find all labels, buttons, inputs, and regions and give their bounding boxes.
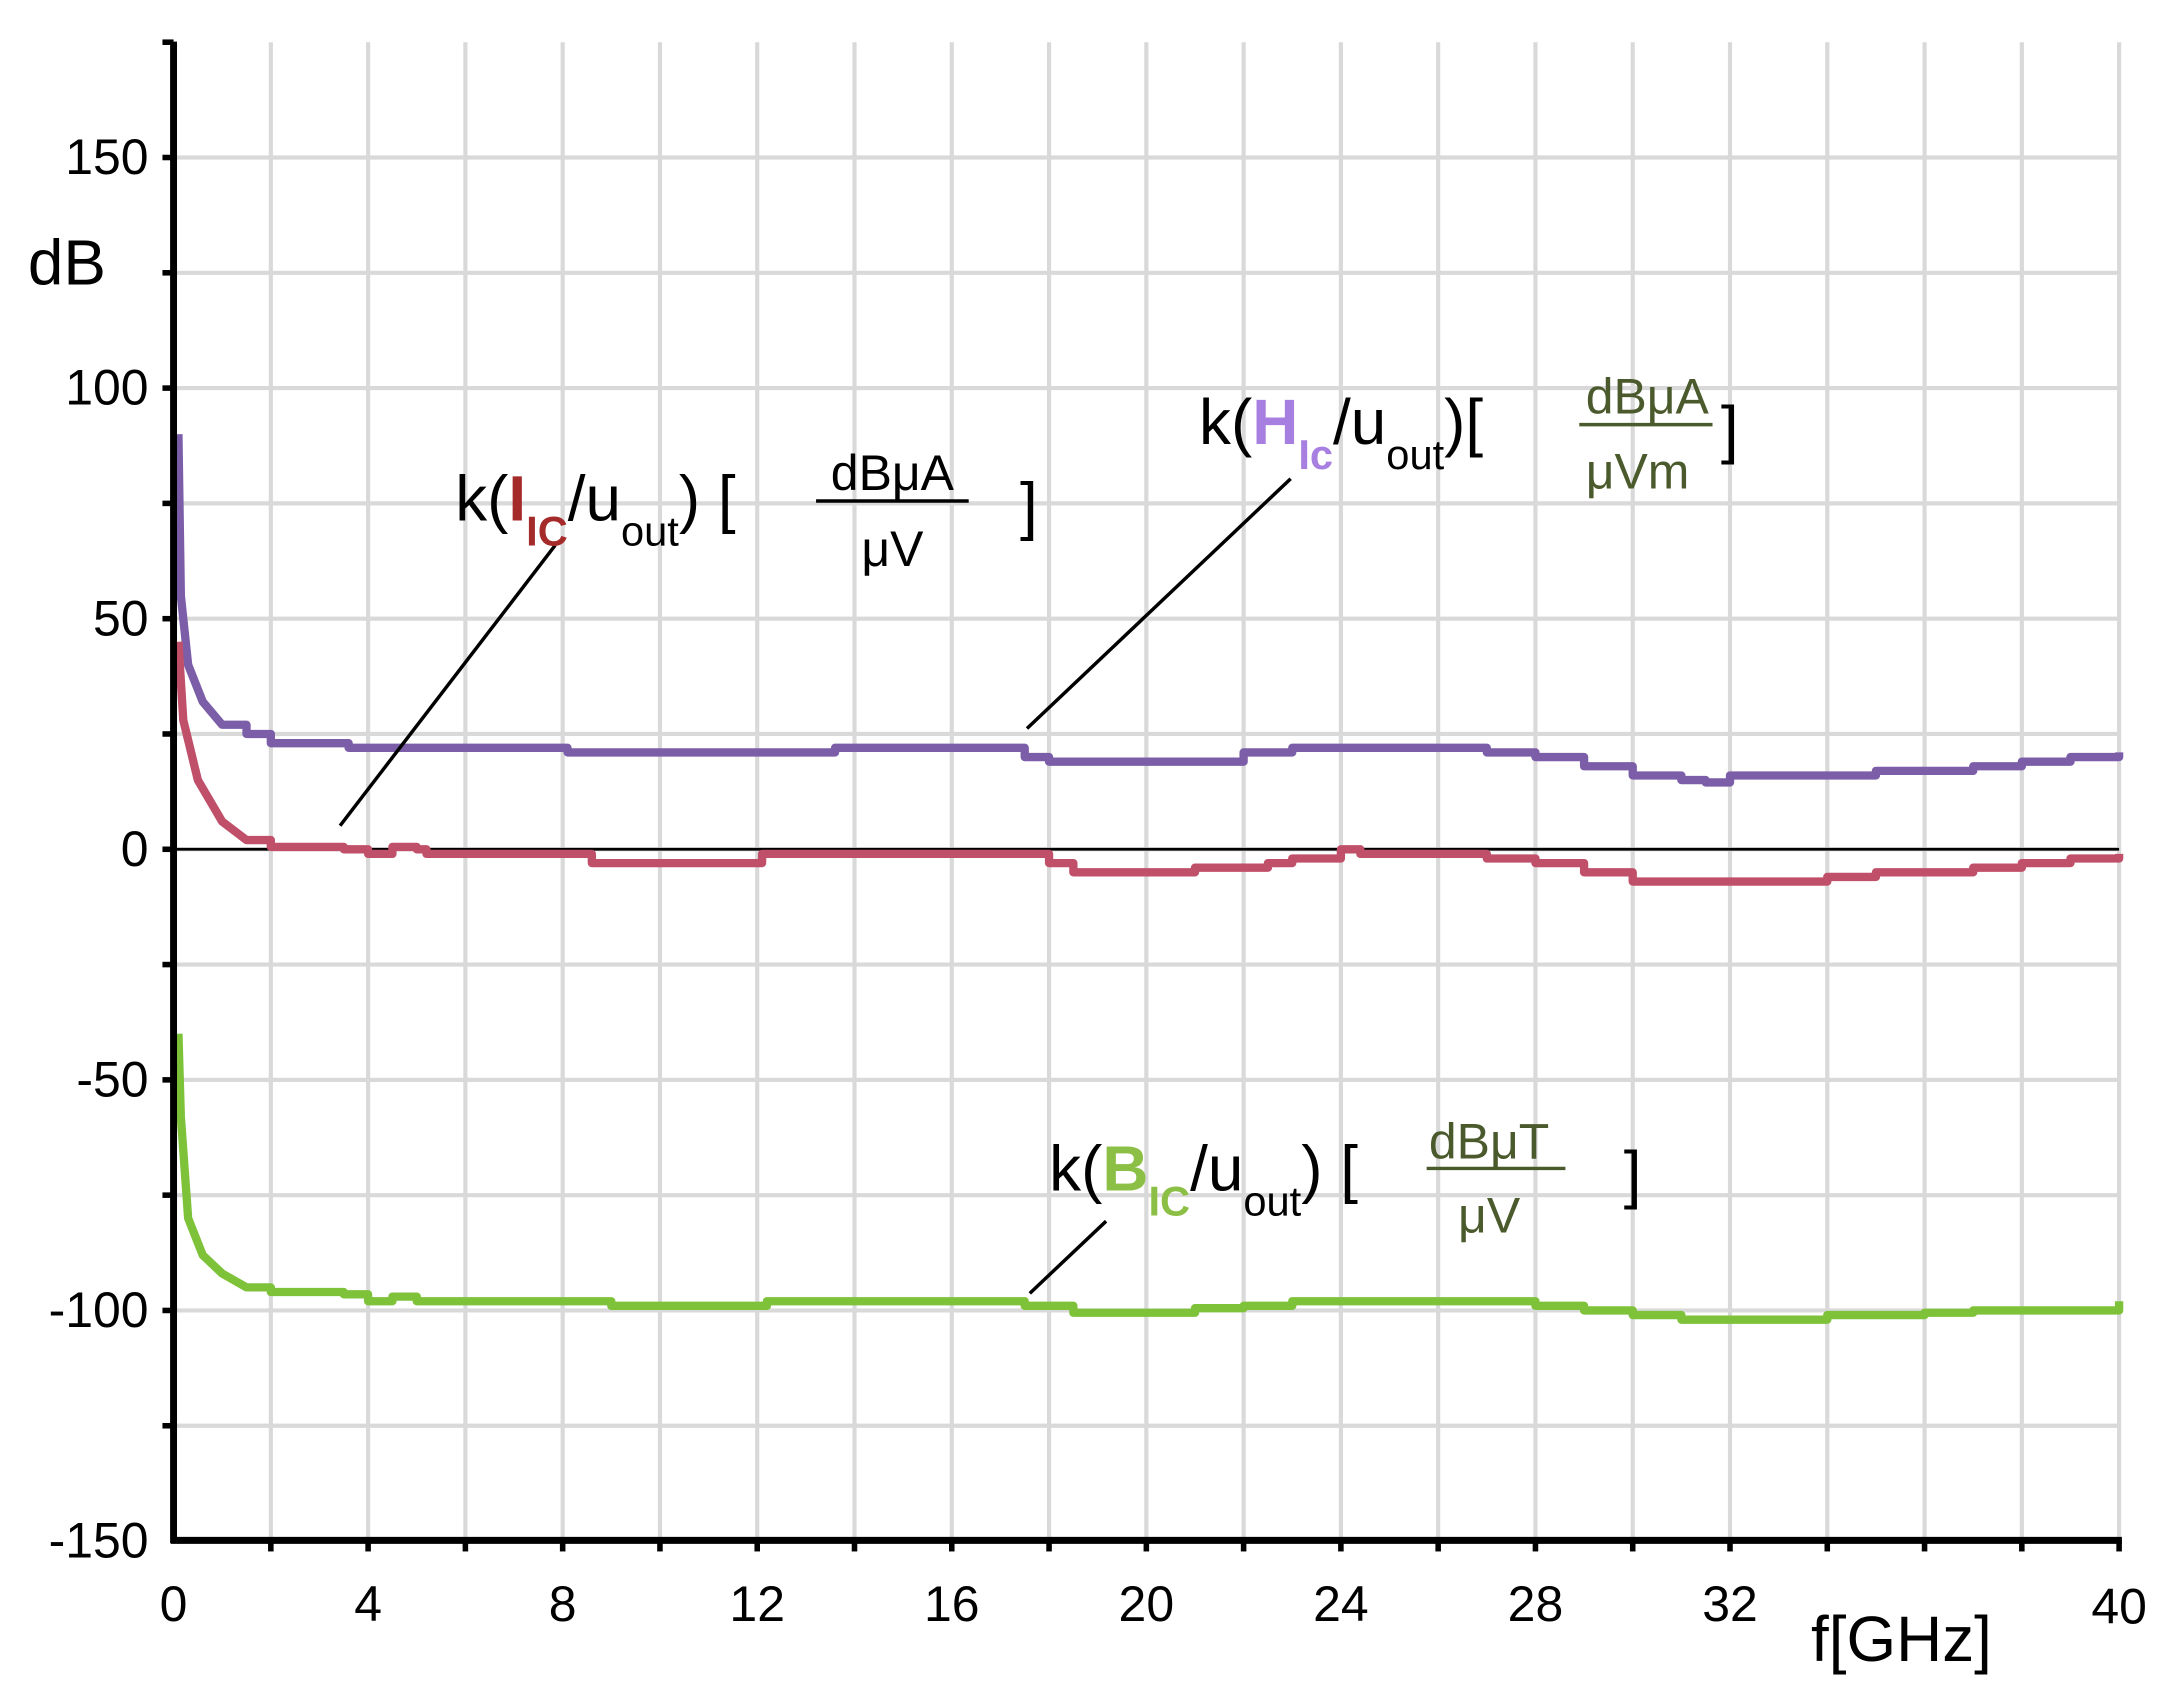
svg-text:k(BIC/uout) [: k(BIC/uout) [ xyxy=(1049,1133,1358,1225)
leader-line-I xyxy=(338,544,557,827)
leader-line-H xyxy=(1025,477,1292,730)
svg-text:k(HIc/uout)[: k(HIc/uout)[ xyxy=(1199,386,1483,478)
y-tick-label: -150 xyxy=(49,1513,149,1569)
y-axis-label: dB xyxy=(28,226,106,298)
x-tick-label: 32 xyxy=(1702,1576,1758,1632)
x-tick-label: 12 xyxy=(729,1576,785,1632)
series-label-B: k(BIC/uout) [ dBμT μV ] xyxy=(1049,1114,1641,1244)
svg-text:dBμA: dBμA xyxy=(1586,369,1710,425)
x-tick-label: 4 xyxy=(354,1576,382,1632)
y-tick-label: 100 xyxy=(65,360,148,416)
x-tick-label: 16 xyxy=(924,1576,980,1632)
svg-text:]: ] xyxy=(1721,393,1739,465)
y-tick-label: -100 xyxy=(49,1282,149,1338)
svg-text:μV: μV xyxy=(1458,1187,1521,1243)
svg-text:dBμA: dBμA xyxy=(831,445,955,501)
svg-text:k(IIC/uout) [: k(IIC/uout) [ xyxy=(455,462,736,554)
svg-text:μV: μV xyxy=(861,521,924,577)
grid xyxy=(173,42,2122,1542)
series-label-I: k(IIC/uout) [ dBμA μV ] xyxy=(455,445,1038,577)
y-tick-label: 0 xyxy=(121,821,149,877)
y-tick-label: -50 xyxy=(76,1052,148,1108)
series-label-H: k(HIc/uout)[ dBμA μVm ] xyxy=(1199,369,1739,500)
series-line-B xyxy=(174,1033,2124,1324)
x-tick-label: 28 xyxy=(1508,1576,1564,1632)
x-tick-label: 20 xyxy=(1119,1576,1175,1632)
svg-text:]: ] xyxy=(1020,469,1038,541)
y-tick-label: 50 xyxy=(93,590,149,646)
y-tick-label: 150 xyxy=(65,129,148,185)
x-tick-label: 40 xyxy=(2091,1579,2147,1635)
x-tick-label: 0 xyxy=(160,1576,188,1632)
leader-line-B xyxy=(1028,1219,1108,1295)
x-tick-label: 8 xyxy=(549,1576,577,1632)
series-line-I xyxy=(174,641,2124,886)
svg-text:dBμT: dBμT xyxy=(1429,1114,1549,1170)
svg-text:]: ] xyxy=(1624,1138,1642,1210)
series-layer xyxy=(174,434,2124,1324)
series-line-H xyxy=(174,434,2124,787)
x-axis-label: f[GHz] xyxy=(1811,1603,1992,1675)
x-tick-label: 24 xyxy=(1313,1576,1369,1632)
svg-text:μVm: μVm xyxy=(1586,443,1690,499)
